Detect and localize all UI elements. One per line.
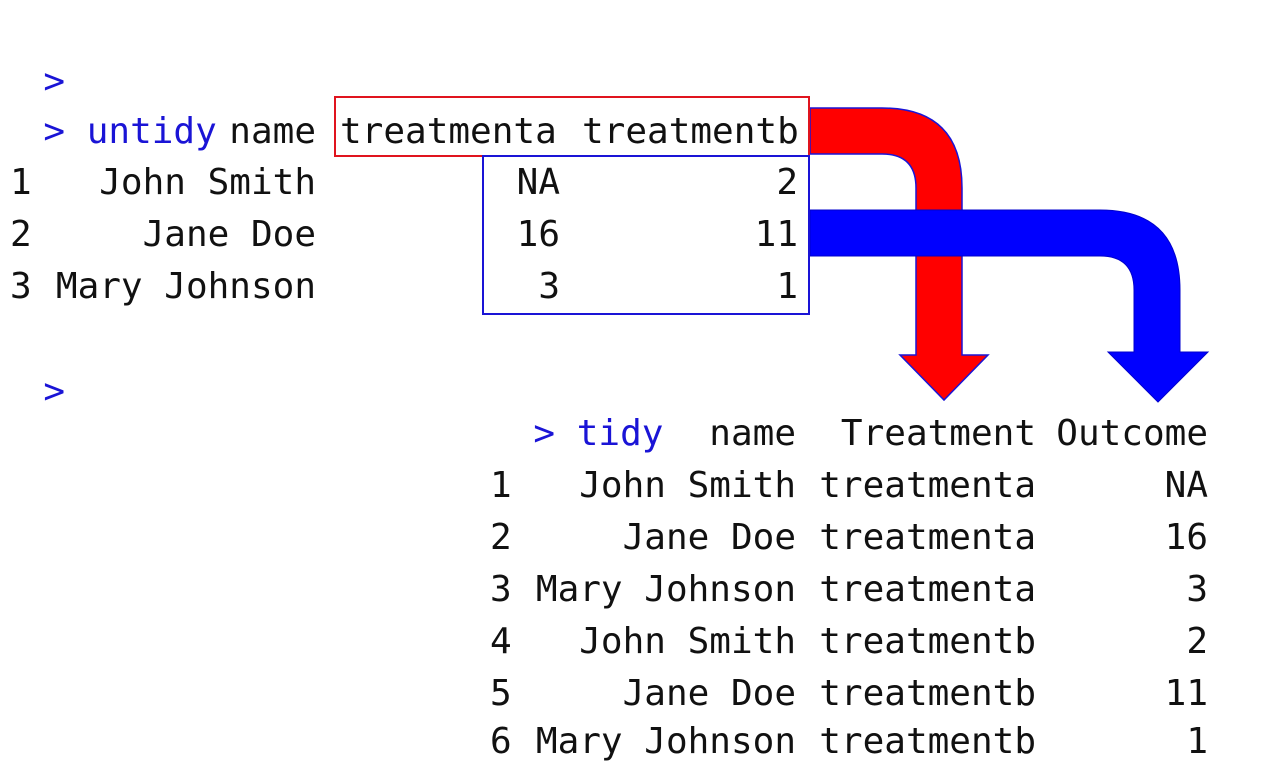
untidy-row-treatmentb: 1 (776, 266, 798, 307)
untidy-row-index: 1 (10, 162, 32, 203)
tidy-row-treatment: treatmenta (819, 465, 1036, 506)
tidy-row-outcome: 3 (1186, 569, 1208, 610)
tidy-row-index: 4 (490, 621, 512, 662)
tidy-row-treatment: treatmentb (819, 673, 1036, 714)
tidy-row-treatment: treatmentb (819, 621, 1036, 662)
tidy-row-name: John Smith (579, 465, 796, 506)
tidy-row-name: Jane Doe (622, 673, 796, 714)
tidy-row-index: 5 (490, 673, 512, 714)
tidy-row-name: John Smith (579, 621, 796, 662)
untidy-row-index: 2 (10, 214, 32, 255)
tidy-row-outcome: 11 (1164, 673, 1208, 714)
tidy-col-treatment: Treatment (840, 413, 1036, 454)
tidy-row-index: 2 (490, 517, 512, 558)
untidy-row-name: Mary Johnson (55, 266, 316, 307)
tidy-row-outcome: 16 (1164, 517, 1208, 558)
untidy-row-name: John Smith (99, 162, 316, 203)
tidy-row-index: 6 (490, 721, 512, 762)
untidy-col-name: name (229, 111, 316, 152)
tidy-row-index: 3 (490, 569, 512, 610)
tidy-row-outcome: 1 (1186, 721, 1208, 762)
untidy-col-treatmenta: treatmenta (340, 111, 557, 152)
tidy-row-treatment: treatmenta (819, 517, 1036, 558)
untidy-row-treatmenta: NA (516, 162, 560, 203)
tidy-row-outcome: 2 (1186, 621, 1208, 662)
tidy-command: > tidy (533, 413, 664, 454)
untidy-col-treatmentb: treatmentb (582, 111, 799, 152)
tidy-col-outcome: Outcome (1056, 413, 1208, 454)
tidy-row-treatment: treatmenta (819, 569, 1036, 610)
untidy-row-name: Jane Doe (142, 214, 316, 255)
tidy-col-name: name (709, 413, 796, 454)
tidy-row-treatment: treatmentb (819, 721, 1036, 762)
tidy-row-outcome: NA (1164, 465, 1208, 506)
untidy-command: > untidy (43, 111, 217, 152)
red-arrow-treatment (809, 107, 990, 402)
untidy-row-index: 3 (10, 266, 32, 307)
untidy-row-treatmentb: 2 (776, 162, 798, 203)
console-prompt-2: > (43, 371, 66, 412)
tidy-row-name: Mary Johnson (535, 721, 796, 762)
values-highlight-box (482, 155, 810, 315)
console-prompt-1: > (43, 61, 66, 102)
untidy-row-treatmenta: 16 (516, 214, 560, 255)
untidy-row-treatmentb: 11 (754, 214, 798, 255)
tidy-row-name: Mary Johnson (535, 569, 796, 610)
tidy-row-name: Jane Doe (622, 517, 796, 558)
blue-arrow-outcome (809, 209, 1210, 403)
tidy-row-index: 1 (490, 465, 512, 506)
untidy-row-treatmenta: 3 (538, 266, 560, 307)
